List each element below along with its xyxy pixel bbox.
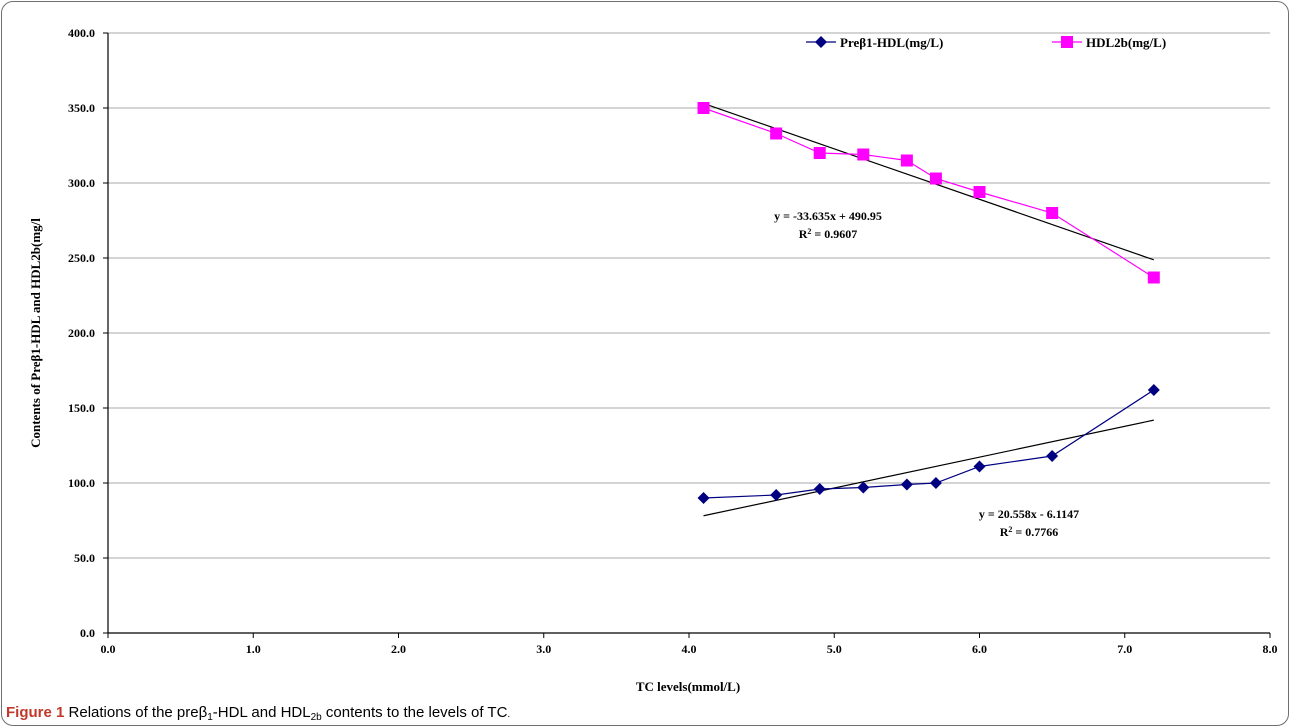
series-lines xyxy=(703,107,1155,499)
data-point-preb1-hdl xyxy=(1046,450,1059,462)
data-point-preb1-hdl xyxy=(973,460,986,473)
axes xyxy=(103,32,1271,638)
data-point-hdl2b xyxy=(973,186,986,198)
x-tick-label: 3.0 xyxy=(536,642,551,656)
y-tick-label: 400.0 xyxy=(68,26,95,40)
data-point-preb1-hdl xyxy=(857,481,870,494)
x-tick-labels: 0.0 1.0 2.0 3.0 4.0 5.0 6.0 7.0 8.0 xyxy=(101,642,1278,656)
trendlines xyxy=(703,102,1154,517)
data-point-hdl2b xyxy=(929,172,942,185)
legend-marker-square xyxy=(1061,36,1073,48)
caption-sub-1: 1 xyxy=(207,712,213,723)
legend-label-1: Preβ1-HDL(mg/L) xyxy=(840,35,943,50)
trendline-equation-2: y = -33.635x + 490.95 xyxy=(774,209,882,223)
legend-label-2: HDL2b(mg/L) xyxy=(1086,35,1166,50)
x-tick-label: 5.0 xyxy=(827,642,842,656)
data-point-preb1-hdl xyxy=(929,477,942,489)
r-squared-1: R2 = 0.7766 xyxy=(1000,525,1059,540)
data-point-hdl2b xyxy=(697,102,710,114)
x-tick-label: 6.0 xyxy=(972,642,987,656)
x-tick-label: 4.0 xyxy=(682,642,697,656)
y-tick-label: 350.0 xyxy=(68,101,95,115)
caption-text-4: . xyxy=(507,709,511,720)
data-point-hdl2b xyxy=(1147,271,1160,284)
r-squared-2: R2 = 0.9607 xyxy=(799,227,858,242)
data-point-preb1-hdl xyxy=(770,489,783,501)
caption-text-3: contents to the levels of TC xyxy=(321,704,508,721)
caption-lead: Figure 1 xyxy=(6,704,65,721)
y-tick-label: 300.0 xyxy=(68,176,95,190)
x-tick-label: 8.0 xyxy=(1263,642,1278,656)
data-point-hdl2b xyxy=(813,147,826,159)
y-tick-label: 250.0 xyxy=(68,251,95,265)
y-tick-label: 150.0 xyxy=(68,401,95,415)
x-tick-label: 2.0 xyxy=(391,642,406,656)
trendline-equation-1: y = 20.558x - 6.1147 xyxy=(979,507,1079,521)
y-tick-labels: 0.0 50.0 100.0 150.0 200.0 250.0 300.0 350.0 400… xyxy=(68,26,95,640)
legend-marker-diamond xyxy=(815,36,827,48)
data-point-hdl2b xyxy=(857,148,870,161)
y-tick-label: 50.0 xyxy=(74,551,95,565)
data-point-hdl2b xyxy=(900,154,913,167)
x-tick-label: 7.0 xyxy=(1117,642,1132,656)
y-axis-title: Contents of Preβ1-HDL and HDL2b(mg/l xyxy=(28,218,43,448)
data-point-preb1-hdl xyxy=(1147,384,1160,396)
series-line-1 xyxy=(703,389,1155,499)
figure-caption: Figure 1 Relations of the preβ1-HDL and … xyxy=(6,704,510,723)
series-markers xyxy=(697,102,1160,504)
x-tick-label: 0.0 xyxy=(101,642,116,656)
gridlines xyxy=(108,32,1270,559)
x-tick-label: 1.0 xyxy=(246,642,261,656)
trendline-equations: y = 20.558x - 6.1147 R2 = 0.7766 y = -33.6… xyxy=(774,209,1079,539)
y-tick-label: 100.0 xyxy=(68,476,95,490)
caption-text-1: Relations of the preβ xyxy=(64,704,208,721)
data-point-hdl2b xyxy=(1046,207,1059,219)
legend: Preβ1-HDL(mg/L) HDL2b(mg/L) xyxy=(806,35,1166,50)
trendline-2 xyxy=(703,102,1154,261)
trendline-1 xyxy=(703,419,1154,517)
y-tick-label: 200.0 xyxy=(68,326,95,340)
x-axis-title: TC levels(mmol/L) xyxy=(636,679,740,694)
data-point-preb1-hdl xyxy=(813,483,826,495)
data-point-preb1-hdl xyxy=(697,492,710,504)
data-point-preb1-hdl xyxy=(900,478,913,491)
caption-text-2: -HDL and HDL xyxy=(212,704,311,721)
caption-sub-2: 2b xyxy=(310,712,322,723)
data-point-hdl2b xyxy=(770,127,783,140)
y-tick-label: 0.0 xyxy=(80,626,95,640)
